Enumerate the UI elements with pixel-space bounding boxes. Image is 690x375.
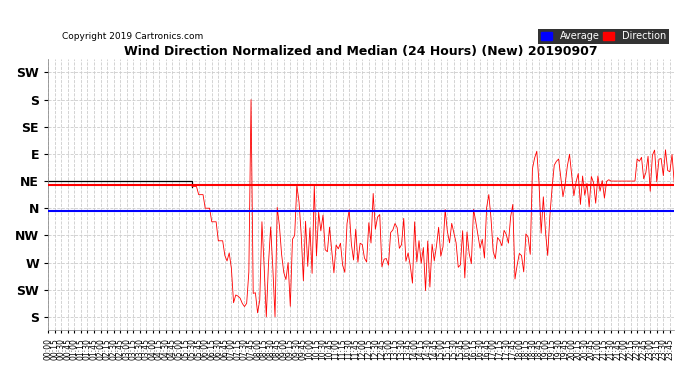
Legend: Average, Direction: Average, Direction xyxy=(538,28,669,44)
Text: Copyright 2019 Cartronics.com: Copyright 2019 Cartronics.com xyxy=(62,32,204,41)
Title: Wind Direction Normalized and Median (24 Hours) (New) 20190907: Wind Direction Normalized and Median (24… xyxy=(124,45,598,58)
